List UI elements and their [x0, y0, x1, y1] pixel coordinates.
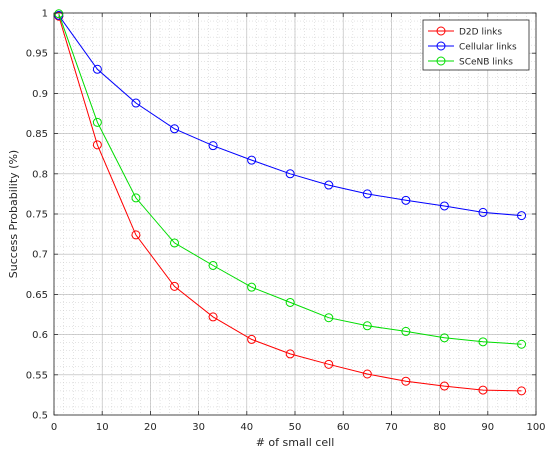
- series-layer: [54, 9, 527, 396]
- data-point: [208, 141, 218, 151]
- data-point: [131, 98, 141, 108]
- data-point: [170, 124, 179, 134]
- series-line: [58, 13, 522, 345]
- y-tick-label: 0.9: [32, 89, 48, 100]
- data-point: [439, 333, 449, 343]
- data-point: [208, 312, 218, 322]
- data-point: [170, 281, 179, 291]
- series-line: [58, 16, 522, 392]
- y-tick-label: 1: [42, 9, 48, 20]
- data-point: [285, 349, 295, 359]
- y-tick-label: 0.85: [26, 129, 48, 140]
- legend-label: D2D links: [459, 28, 502, 38]
- data-point: [439, 381, 449, 391]
- data-point: [478, 207, 488, 217]
- y-tick-label: 0.6: [32, 330, 48, 341]
- data-point: [517, 339, 527, 349]
- data-point: [324, 180, 334, 190]
- data-point: [439, 201, 449, 211]
- data-point: [54, 9, 64, 19]
- x-tick-label: 50: [289, 422, 302, 433]
- data-point: [285, 297, 295, 307]
- x-tick-label: 20: [144, 422, 157, 433]
- y-tick-label: 0.65: [26, 290, 48, 301]
- data-point: [401, 326, 411, 336]
- data-point: [362, 321, 372, 331]
- data-point: [478, 337, 488, 347]
- data-point: [401, 376, 411, 386]
- legend-entry: Cellular links: [428, 41, 517, 53]
- legend-entry: SCeNB links: [428, 56, 513, 68]
- series-cellular-links: [54, 10, 527, 221]
- data-point: [92, 64, 102, 74]
- x-tick-label: 100: [526, 422, 545, 433]
- y-axis-ticks: 0.5 0.55 0.6 0.65 0.7 0.75 0.8 0.85 0.9 0.95 1: [26, 9, 536, 422]
- data-point: [131, 230, 141, 240]
- x-tick-label: 0: [51, 422, 57, 433]
- data-point: [324, 313, 334, 323]
- data-point: [208, 260, 218, 270]
- data-point: [247, 334, 257, 344]
- data-point: [517, 386, 527, 396]
- x-tick-label: 70: [385, 422, 398, 433]
- data-point: [401, 195, 411, 205]
- data-point: [170, 238, 179, 248]
- series-line: [58, 15, 522, 217]
- legend-entry: D2D links: [428, 26, 502, 38]
- x-tick-label: 60: [337, 422, 350, 433]
- x-tick-label: 30: [192, 422, 205, 433]
- data-point: [324, 359, 334, 369]
- series-scenb-links: [54, 9, 527, 349]
- data-point: [92, 117, 102, 127]
- legend-box: [422, 19, 530, 71]
- x-tick-label: 90: [481, 422, 494, 433]
- data-point: [247, 282, 257, 292]
- x-tick-label: 80: [433, 422, 446, 433]
- x-tick-label: 10: [96, 422, 109, 433]
- data-point: [247, 155, 257, 165]
- legend: D2D links Cellular links SCeNB links: [422, 19, 530, 71]
- legend-marker: [436, 41, 446, 51]
- y-axis-label: Success Probability (%): [7, 150, 20, 278]
- y-tick-label: 0.75: [26, 210, 48, 221]
- y-tick-label: 0.55: [26, 370, 48, 381]
- y-tick-label: 0.8: [32, 169, 48, 180]
- data-point: [285, 169, 295, 179]
- data-point: [92, 140, 102, 150]
- data-point: [478, 385, 488, 395]
- x-tick-label: 40: [240, 422, 253, 433]
- x-axis-label: # of small cell: [256, 436, 335, 449]
- legend-label: SCeNB links: [459, 58, 513, 68]
- data-point: [517, 211, 527, 221]
- y-tick-label: 0.5: [32, 411, 48, 422]
- data-point: [131, 193, 141, 203]
- series-d2d-links: [54, 11, 527, 396]
- x-axis-ticks: 0 10 20 30 40 50 60 70 80 90 100: [51, 13, 546, 433]
- data-point: [362, 369, 372, 379]
- data-point: [362, 189, 372, 199]
- legend-marker: [436, 26, 446, 36]
- legend-label: Cellular links: [459, 43, 517, 53]
- y-tick-label: 0.7: [32, 250, 48, 261]
- legend-marker: [436, 56, 446, 66]
- y-tick-label: 0.95: [26, 49, 48, 60]
